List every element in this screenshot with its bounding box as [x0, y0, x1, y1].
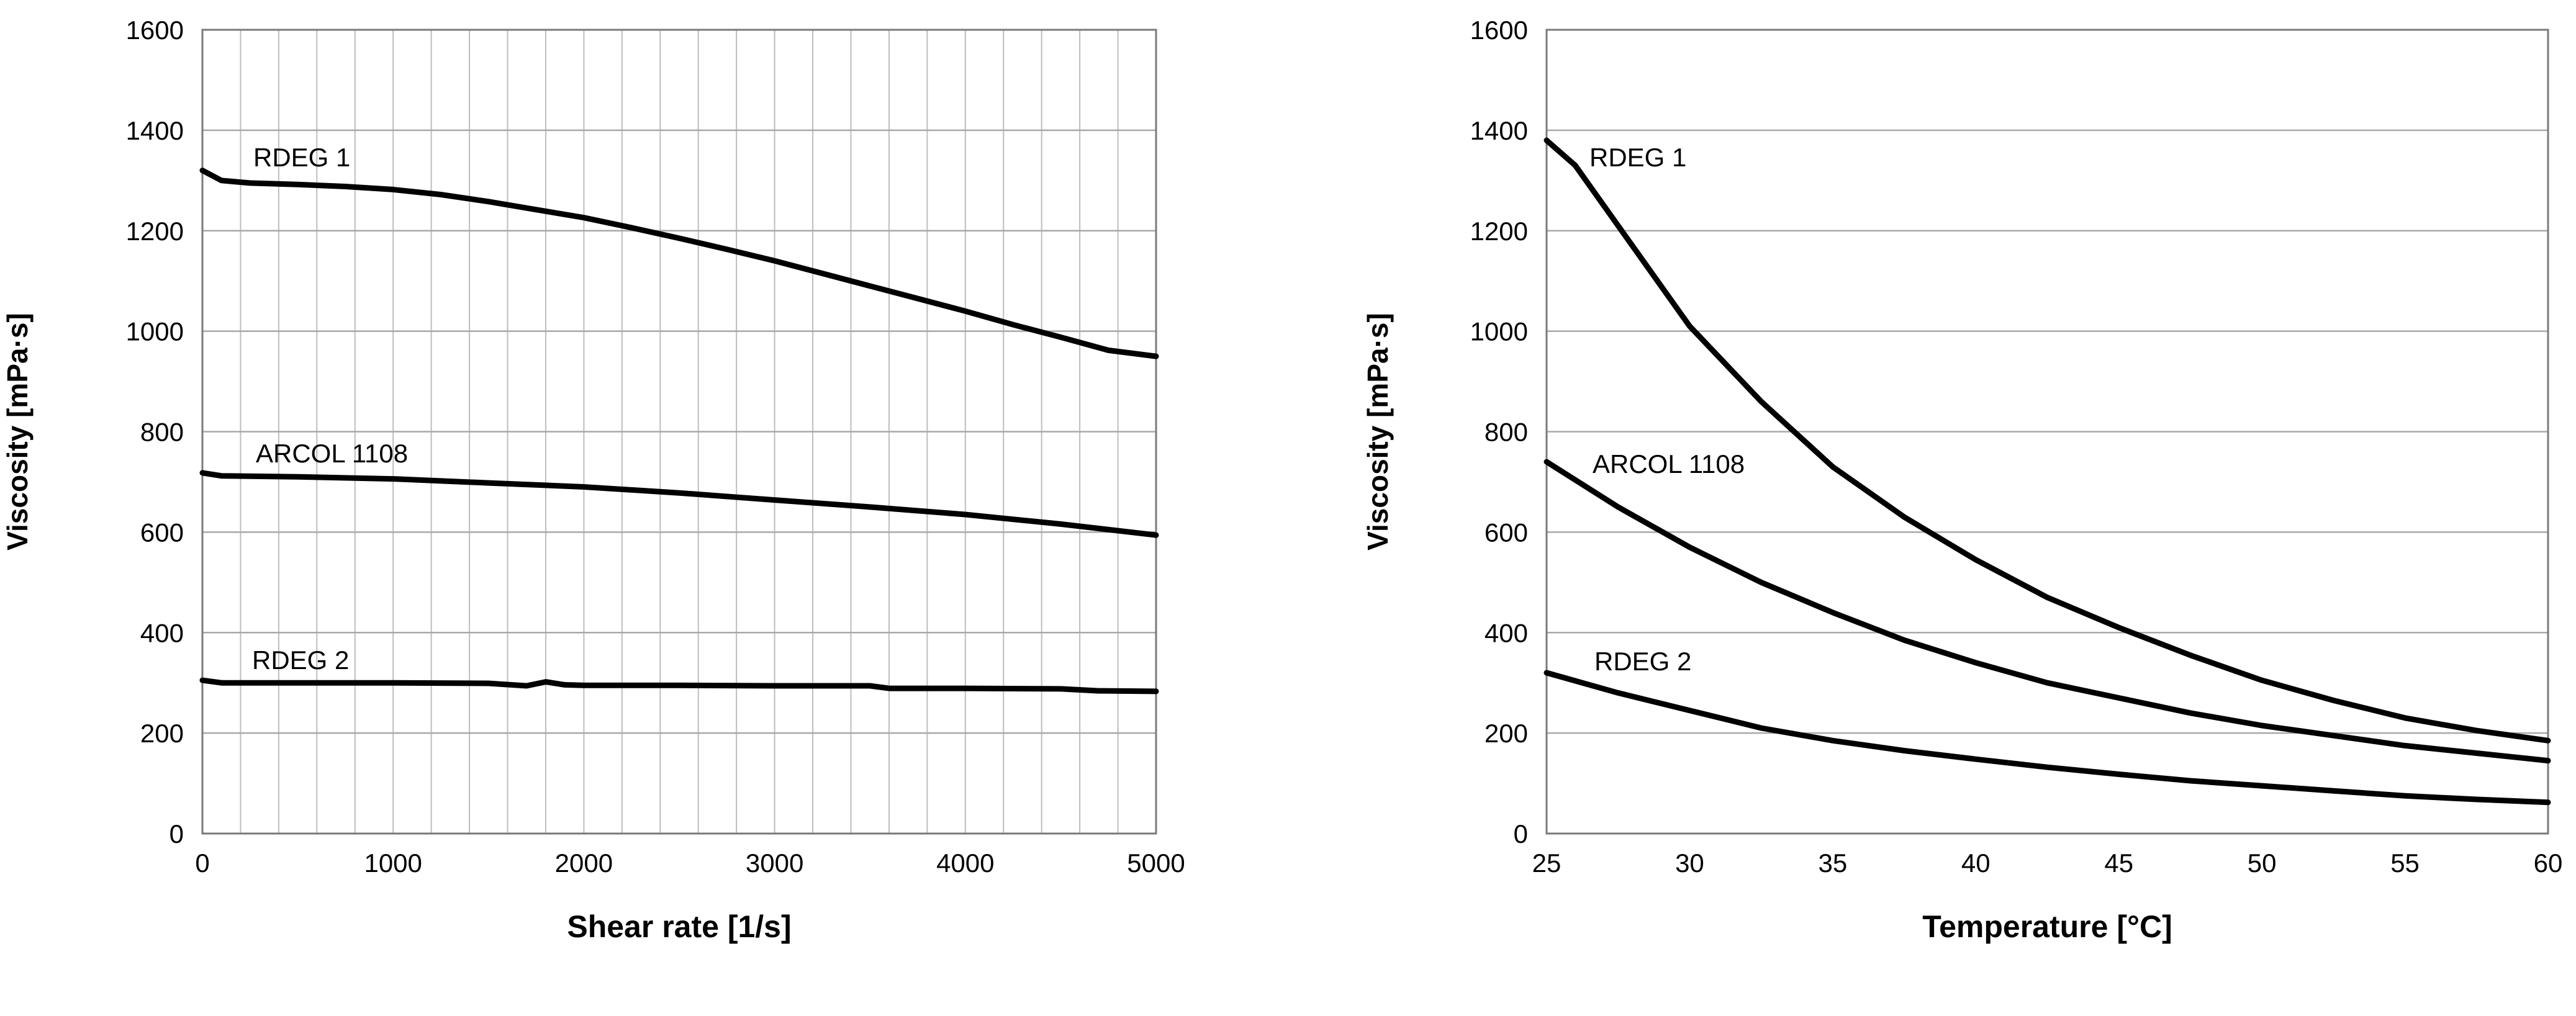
temp-y-tick-label: 400 [1485, 618, 1528, 647]
temp-y-tick-label: 600 [1485, 518, 1528, 547]
temp-x-tick-label: 35 [1818, 848, 1847, 878]
shear-x-axis-title: Shear rate [1/s] [567, 909, 791, 944]
temp-y-tick-label: 1600 [1470, 16, 1528, 45]
shear-plot-frame [201, 29, 1157, 835]
temp-y-tick-label: 200 [1485, 719, 1528, 748]
temp-series-label: ARCOL 1108 [1593, 449, 1745, 479]
temp-y-tick-label: 0 [1514, 819, 1528, 848]
temp-x-tick-label: 30 [1675, 848, 1704, 878]
temp-x-tick-label: 50 [2248, 848, 2277, 878]
shear-x-tick-label: 4000 [936, 848, 994, 878]
temp-x-tick-label: 55 [2390, 848, 2420, 878]
shear-x-tick-label: 2000 [555, 848, 613, 878]
temp-series-label: RDEG 2 [1594, 647, 1691, 676]
shear-y-tick-label: 0 [169, 819, 184, 848]
shear-y-tick-label: 800 [140, 418, 184, 447]
temp-series-line-rdeg-2 [1543, 670, 2551, 806]
shear-x-tick-label: 1000 [364, 848, 422, 878]
temp-y-tick-label: 1000 [1470, 317, 1528, 346]
temp-y-tick-label: 1200 [1470, 217, 1528, 246]
shear-rate-chart: 0 200 400 600 800 1000 1200 1400 1600 0 1000 2000 30… [1, 16, 1185, 944]
temp-plot-frame [1545, 29, 2549, 835]
temp-series-label: RDEG 1 [1589, 143, 1686, 172]
temp-x-tick-label: 40 [1961, 848, 1991, 878]
shear-x-tick-label: 0 [195, 848, 209, 878]
shear-series-line-rdeg-1 [199, 168, 1159, 359]
shear-y-tick-label: 1600 [126, 16, 184, 45]
temp-x-tick-label: 45 [2104, 848, 2133, 878]
shear-series-label: ARCOL 1108 [256, 439, 408, 468]
shear-y-tick-label: 400 [140, 618, 184, 647]
shear-y-tick-label: 200 [140, 719, 184, 748]
temperature-chart: 0 200 400 600 800 1000 1200 1400 1600 25 30 35 40 45 5… [1362, 16, 2562, 944]
shear-y-tick-label: 600 [140, 518, 184, 547]
temp-y-tick-label: 800 [1485, 418, 1528, 447]
temp-series-line-arcol-1108 [1543, 459, 2551, 764]
shear-series-label: RDEG 1 [253, 143, 350, 172]
temp-x-tick-label: 60 [2534, 848, 2563, 878]
shear-series-line-arcol-1108 [199, 470, 1159, 538]
shear-x-tick-label: 3000 [746, 848, 803, 878]
shear-series-line-rdeg-2 [199, 677, 1159, 695]
shear-series-label: RDEG 2 [252, 645, 349, 675]
temp-x-axis-title: Temperature [°C] [1922, 909, 2172, 944]
temp-y-tick-label: 1400 [1470, 116, 1528, 145]
shear-y-tick-label: 1400 [126, 116, 184, 145]
shear-y-tick-label: 1000 [126, 317, 184, 346]
shear-y-axis-title: Viscosity [mPa·s] [1, 313, 34, 551]
temp-x-tick-label: 25 [1532, 848, 1561, 878]
temp-y-axis-title: Viscosity [mPa·s] [1362, 313, 1394, 551]
temp-series-line-rdeg-1 [1543, 137, 2551, 744]
shear-y-tick-label: 1200 [126, 217, 184, 246]
shear-x-tick-label: 5000 [1127, 848, 1185, 878]
